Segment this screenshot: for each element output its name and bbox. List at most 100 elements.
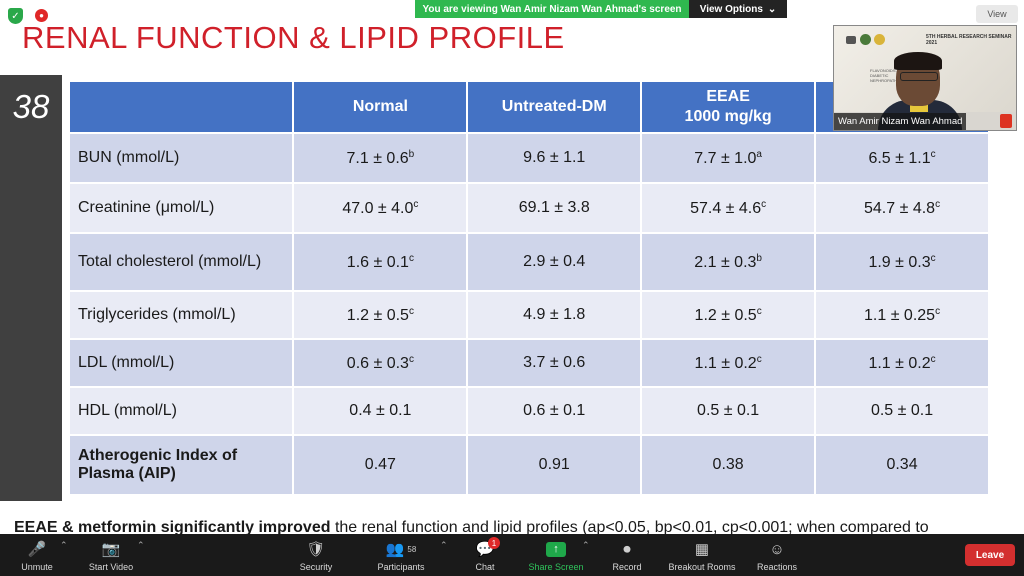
cell-value: 2.9 ± 0.4	[523, 253, 586, 270]
record-icon: ⏺	[623, 540, 631, 558]
reactions-label: Reactions	[756, 562, 798, 572]
poster-title: 5TH HERBAL RESEARCH SEMINAR 2021	[926, 34, 1012, 46]
cell-value: 0.6 ± 0.1	[523, 402, 586, 419]
significance-superscript: c	[408, 353, 414, 365]
significance-superscript: c	[408, 305, 414, 317]
cell-value: 54.7 ± 4.8	[864, 199, 936, 217]
slide-number-panel	[0, 75, 62, 501]
view-options-label: View Options	[699, 3, 763, 15]
speaker-hair	[894, 52, 942, 70]
record-label: Record	[612, 562, 642, 572]
cell-value: 1.9 ± 0.3	[868, 253, 931, 271]
table-cell: 6.5 ± 1.1c	[816, 134, 988, 182]
results-table: Normal Untreated-DM EEAE 1000 mg/kg BUN …	[68, 80, 990, 496]
participants-button[interactable]: 👥 58 Participants	[370, 534, 432, 576]
zoom-top-bar: ✓ ● You are viewing Wan Amir Nizam Wan A…	[0, 0, 1024, 28]
results-table-container: Normal Untreated-DM EEAE 1000 mg/kg BUN …	[70, 80, 990, 496]
header-cell-untreated: Untreated-DM	[468, 82, 641, 132]
participants-label: Participants	[377, 562, 425, 572]
significance-superscript: c	[930, 252, 936, 264]
cell-value: 1.1 ± 0.2	[868, 354, 931, 372]
slide-title: RENAL FUNCTION & LIPID PROFILE	[22, 20, 565, 55]
significance-superscript: c	[756, 353, 762, 365]
table-cell: 0.5 ± 0.1	[642, 388, 815, 434]
unmute-button[interactable]: 🎤 Unmute	[14, 534, 60, 576]
table-cell: 2.1 ± 0.3b	[642, 234, 815, 290]
table-row: LDL (mmol/L) 0.6 ± 0.3c 3.7 ± 0.6 1.1 ± 0.2…	[70, 340, 988, 386]
table-cell: 2.9 ± 0.4	[468, 234, 641, 290]
header-cell-empty	[70, 82, 293, 132]
cell-value: 0.6 ± 0.3	[346, 354, 409, 372]
table-cell: 1.1 ± 0.2c	[642, 340, 815, 386]
speaker-video-thumbnail[interactable]: 5TH HERBAL RESEARCH SEMINAR 2021 FLAVONO…	[833, 25, 1017, 131]
cell-value: 3.7 ± 0.6	[523, 354, 586, 371]
chat-label: Chat	[475, 562, 495, 572]
recording-indicator-icon[interactable]: ●	[35, 9, 48, 22]
speaker-name-label: Wan Amir Nizam Wan Ahmad	[834, 113, 967, 130]
table-cell: 0.6 ± 0.1	[468, 388, 641, 434]
cell-value: 1.2 ± 0.5	[694, 306, 757, 324]
participants-options-chevron-icon[interactable]: ⌃	[440, 540, 448, 550]
table-row: Creatinine (μmol/L) 47.0 ± 4.0c 69.1 ± 3.8…	[70, 184, 988, 232]
cell-value: 1.6 ± 0.1	[346, 253, 409, 271]
table-cell: 54.7 ± 4.8c	[816, 184, 988, 232]
breakout-rooms-icon: ▦	[694, 541, 710, 558]
table-cell: 0.91	[468, 436, 641, 494]
leave-meeting-button[interactable]: Leave	[965, 544, 1015, 566]
significance-superscript: c	[935, 198, 941, 210]
share-screen-label: Share Screen	[528, 562, 584, 572]
start-video-button[interactable]: 📷 Start Video	[84, 534, 138, 576]
table-cell: 1.6 ± 0.1c	[294, 234, 467, 290]
table-cell: 9.6 ± 1.1	[468, 134, 641, 182]
table-row: BUN (mmol/L) 7.1 ± 0.6b 9.6 ± 1.1 7.7 ± 1.0…	[70, 134, 988, 182]
logo-icon	[846, 36, 856, 44]
significance-superscript: b	[408, 148, 415, 160]
cell-value: 6.5 ± 1.1	[868, 149, 931, 167]
encryption-shield-icon[interactable]: ✓	[8, 8, 23, 24]
logo-icon	[860, 34, 871, 45]
share-options-chevron-icon[interactable]: ⌃	[582, 540, 590, 550]
share-screen-icon: ↑	[546, 538, 566, 560]
table-cell: 1.2 ± 0.5c	[294, 292, 467, 338]
cell-value: 1.1 ± 0.2	[694, 354, 757, 372]
breakout-rooms-label: Breakout Rooms	[668, 562, 736, 572]
security-button[interactable]: 🛡 Security	[296, 534, 336, 576]
significance-superscript: a	[756, 148, 762, 160]
table-row: Triglycerides (mmol/L) 1.2 ± 0.5c 4.9 ± 1.…	[70, 292, 988, 338]
reactions-button[interactable]: ☺ Reactions	[754, 534, 800, 576]
footer-rest: the renal function and lipid profiles (a…	[330, 519, 929, 536]
unmute-label: Unmute	[21, 562, 53, 572]
table-cell: 1.2 ± 0.5c	[642, 292, 815, 338]
audio-options-chevron-icon[interactable]: ⌃	[60, 540, 68, 550]
cell-value: 9.6 ± 1.1	[523, 149, 586, 166]
footer-bold: EEAE & metformin significantly improved	[14, 519, 331, 536]
video-off-icon: 📷	[101, 541, 121, 558]
table-cell: 57.4 ± 4.6c	[642, 184, 815, 232]
video-options-chevron-icon[interactable]: ⌃	[137, 540, 145, 550]
cell-value: 7.1 ± 0.6	[346, 149, 409, 167]
significance-superscript: c	[756, 305, 762, 317]
table-cell: 1.1 ± 0.25c	[816, 292, 988, 338]
cell-value: 4.9 ± 1.8	[523, 306, 586, 323]
table-cell: 0.38	[642, 436, 815, 494]
record-button[interactable]: ⏺ Record	[610, 534, 644, 576]
cell-value: 0.38	[712, 456, 744, 473]
participants-count: 58	[407, 544, 417, 554]
share-screen-button[interactable]: ↑ Share Screen	[526, 534, 586, 576]
table-cell: 0.6 ± 0.3c	[294, 340, 467, 386]
table-row: HDL (mmol/L) 0.4 ± 0.1 0.6 ± 0.1 0.5 ± 0.1 0…	[70, 388, 988, 434]
row-label: BUN (mmol/L)	[70, 134, 293, 182]
row-label: Total cholesterol (mmol/L)	[70, 234, 293, 290]
table-row: Atherogenic Index of Plasma (AIP) 0.47 0.9…	[70, 436, 988, 494]
view-options-button[interactable]: View Options ⌄	[689, 0, 787, 18]
chevron-down-icon: ⌄	[767, 3, 777, 15]
cell-value: 7.7 ± 1.0	[694, 149, 757, 167]
row-label: Atherogenic Index of Plasma (AIP)	[70, 436, 293, 494]
view-button[interactable]: View	[976, 5, 1018, 23]
table-cell: 0.5 ± 0.1	[816, 388, 988, 434]
header-cell-eeae: EEAE 1000 mg/kg	[642, 82, 815, 132]
breakout-rooms-button[interactable]: ▦ Breakout Rooms	[664, 534, 740, 576]
participants-icon: 👥 58	[385, 541, 417, 558]
table-row: Total cholesterol (mmol/L) 1.6 ± 0.1c 2.9 …	[70, 234, 988, 290]
slide-footer-text: EEAE & metformin significantly improved …	[14, 519, 1014, 537]
